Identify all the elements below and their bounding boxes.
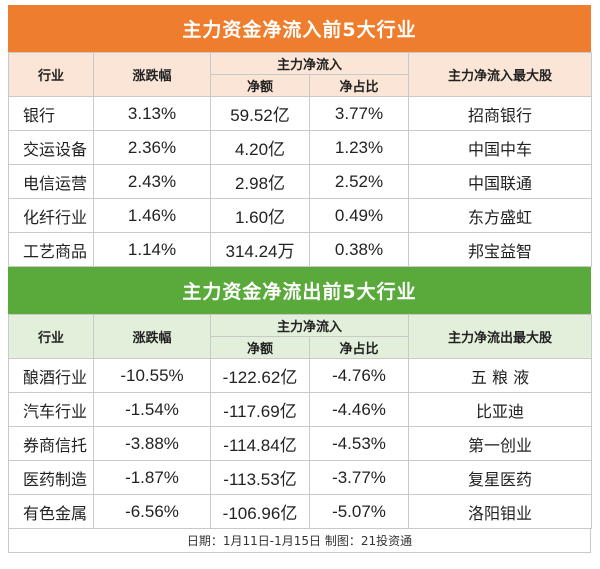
industry-cell: 化纤行业 [8, 198, 94, 233]
stock-cell: 中国联通 [408, 164, 593, 199]
stock-cell: 比亚迪 [408, 392, 593, 427]
industry-cell: 医药制造 [8, 460, 94, 495]
industry-cell: 酿酒行业 [8, 358, 94, 393]
amount-cell: -122.62亿 [210, 358, 310, 393]
table-row: 医药制造 -1.87% -113.53亿 -3.77% 复星医药 [8, 460, 593, 495]
ratio-cell: -4.53% [308, 426, 410, 461]
table-row: 交运设备 2.36% 4.20亿 1.23% 中国中车 [8, 130, 593, 165]
stock-cell: 招商银行 [408, 96, 593, 131]
industry-cell: 工艺商品 [8, 232, 94, 267]
change-cell: -1.54% [93, 392, 211, 427]
header-net-ratio: 净占比 [308, 336, 410, 359]
industry-cell: 电信运营 [8, 164, 94, 199]
industry-cell: 券商信托 [8, 426, 94, 461]
stock-cell: 复星医药 [408, 460, 593, 495]
inflow-title: 主力资金净流入前5大行业 [8, 5, 591, 52]
industry-cell: 有色金属 [8, 494, 94, 529]
change-cell: -6.56% [93, 494, 211, 529]
change-cell: -3.88% [93, 426, 211, 461]
industry-cell: 汽车行业 [8, 392, 94, 427]
stock-cell: 第一创业 [408, 426, 593, 461]
change-cell: 1.14% [93, 232, 211, 267]
table-row: 电信运营 2.43% 2.98亿 2.52% 中国联通 [8, 164, 593, 199]
amount-cell: 2.98亿 [210, 164, 310, 199]
industry-cell: 交运设备 [8, 130, 94, 165]
header-change: 涨跌幅 [93, 314, 211, 359]
ratio-cell: -3.77% [308, 460, 410, 495]
stock-cell: 五 粮 液 [408, 358, 593, 393]
table-row: 工艺商品 1.14% 314.24万 0.38% 邦宝益智 [8, 232, 593, 267]
outflow-table: 行业 涨跌幅 主力净流入 主力净流出最大股 净额 净占比 酿酒行业 -10.55… [8, 314, 593, 529]
inflow-table: 行业 涨跌幅 主力净流入 主力净流入最大股 净额 净占比 银行 3.13% 59… [8, 52, 593, 267]
stock-cell: 中国中车 [408, 130, 593, 165]
table-row: 酿酒行业 -10.55% -122.62亿 -4.76% 五 粮 液 [8, 358, 593, 393]
header-change: 涨跌幅 [93, 52, 211, 97]
amount-cell: 59.52亿 [210, 96, 310, 131]
amount-cell: -113.53亿 [210, 460, 310, 495]
ratio-cell: 1.23% [308, 130, 410, 165]
header-industry: 行业 [8, 314, 94, 359]
ratio-cell: 3.77% [308, 96, 410, 131]
change-cell: 3.13% [93, 96, 211, 131]
table-row: 化纤行业 1.46% 1.60亿 0.49% 东方盛虹 [8, 198, 593, 233]
change-cell: 1.46% [93, 198, 211, 233]
header-net-amount: 净额 [210, 74, 310, 97]
table-row: 有色金属 -6.56% -106.96亿 -5.07% 洛阳钼业 [8, 494, 593, 529]
header-main-group: 主力净流入 [209, 52, 410, 75]
report-card: 主力资金净流入前5大行业 行业 涨跌幅 主力净流入 主力净流入最大股 净额 净占… [8, 5, 593, 563]
header-main-group: 主力净流入 [209, 314, 410, 337]
ratio-cell: -5.07% [308, 494, 410, 529]
table-row: 券商信托 -3.88% -114.84亿 -4.53% 第一创业 [8, 426, 593, 461]
ratio-cell: -4.46% [308, 392, 410, 427]
change-cell: 2.43% [93, 164, 211, 199]
footer-caption: 日期：1月11日-1月15日 制图：21投资通 [8, 529, 591, 553]
header-net-amount: 净额 [210, 336, 310, 359]
header-top-stock: 主力净流出最大股 [408, 314, 593, 359]
industry-cell: 银行 [8, 96, 94, 131]
amount-cell: 1.60亿 [210, 198, 310, 233]
amount-cell: -106.96亿 [210, 494, 310, 529]
stock-cell: 邦宝益智 [408, 232, 593, 267]
change-cell: 2.36% [93, 130, 211, 165]
change-cell: -1.87% [93, 460, 211, 495]
ratio-cell: 0.38% [308, 232, 410, 267]
header-net-ratio: 净占比 [308, 74, 410, 97]
amount-cell: 4.20亿 [210, 130, 310, 165]
table-row: 银行 3.13% 59.52亿 3.77% 招商银行 [8, 96, 593, 131]
change-cell: -10.55% [93, 358, 211, 393]
ratio-cell: 0.49% [308, 198, 410, 233]
ratio-cell: -4.76% [308, 358, 410, 393]
amount-cell: -117.69亿 [210, 392, 310, 427]
ratio-cell: 2.52% [308, 164, 410, 199]
outflow-title: 主力资金净流出前5大行业 [8, 267, 591, 314]
amount-cell: -114.84亿 [210, 426, 310, 461]
header-top-stock: 主力净流入最大股 [408, 52, 593, 97]
stock-cell: 东方盛虹 [408, 198, 593, 233]
stock-cell: 洛阳钼业 [408, 494, 593, 529]
amount-cell: 314.24万 [210, 232, 310, 267]
header-industry: 行业 [8, 52, 94, 97]
table-row: 汽车行业 -1.54% -117.69亿 -4.46% 比亚迪 [8, 392, 593, 427]
